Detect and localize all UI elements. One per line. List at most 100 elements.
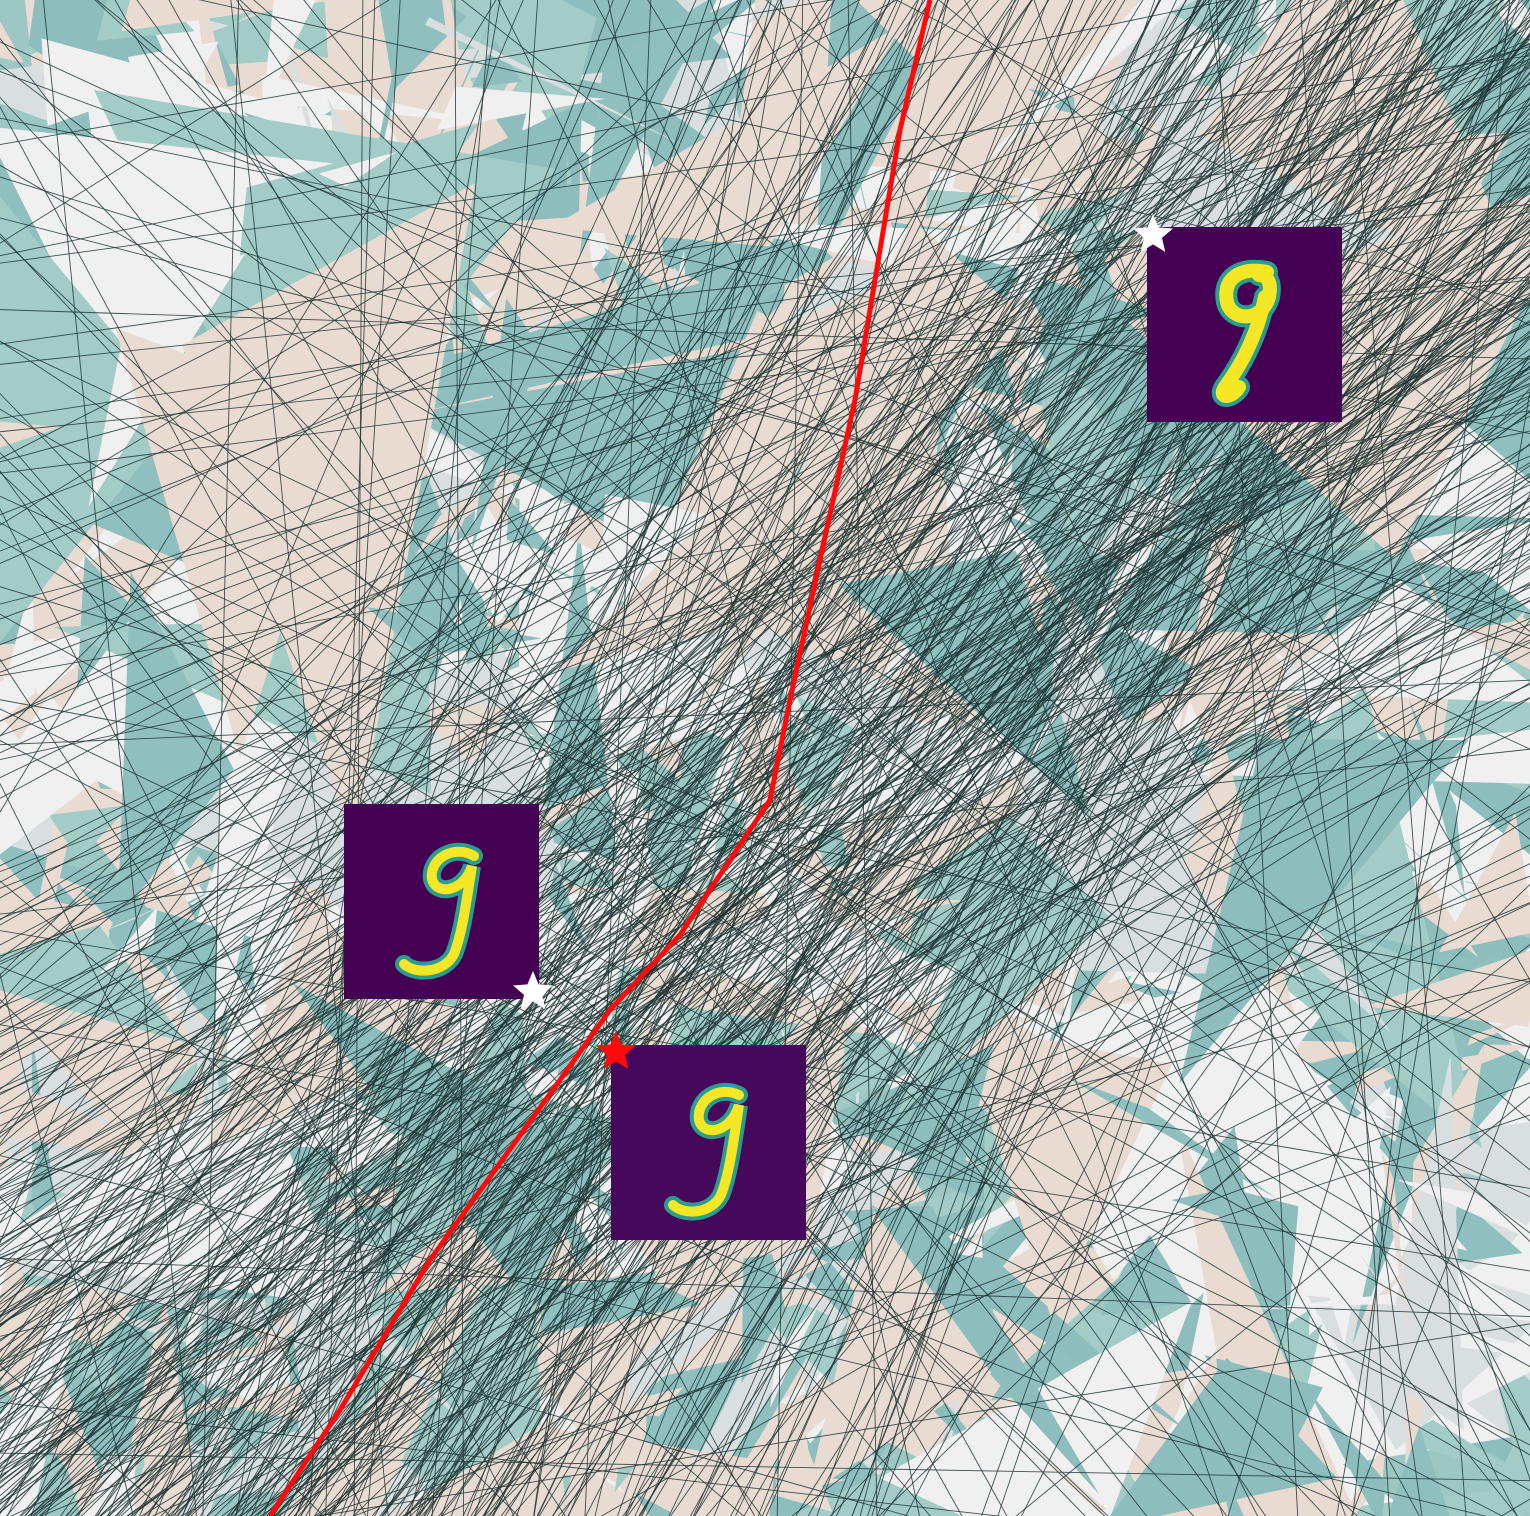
boundary-line — [262, 0, 903, 1516]
boundary-line — [440, 980, 1530, 1516]
boundary-line — [0, 203, 1530, 365]
star-marker — [513, 971, 553, 1009]
boundary-line — [0, 117, 1530, 435]
boundary-line — [0, 0, 835, 146]
boundary-line — [851, 0, 1457, 1516]
region-cell — [115, 328, 350, 758]
boundary-line — [568, 0, 1199, 1516]
region-cell — [172, 1335, 401, 1365]
boundary-line — [0, 70, 1530, 637]
boundary-line — [174, 0, 899, 1516]
region-cell — [48, 1472, 139, 1516]
boundary-line — [692, 0, 1368, 1516]
boundary-line — [0, 930, 1530, 1189]
region-cell — [115, 1292, 201, 1516]
region-cell — [1366, 950, 1530, 1027]
boundary-line — [0, 0, 770, 1478]
region-cell — [1381, 1149, 1413, 1367]
boundary-line — [0, 0, 1273, 565]
region-cell — [506, 498, 557, 555]
region-cell — [350, 260, 779, 550]
region-cell — [550, 23, 904, 247]
boundary-line — [0, 383, 1530, 1008]
boundary-line — [0, 187, 1530, 419]
boundary-line — [309, 0, 401, 1516]
boundary-line — [30, 0, 614, 1516]
boundary-line — [151, 863, 1530, 1516]
boundary-line — [0, 617, 1530, 1267]
boundary-line — [795, 354, 1530, 1516]
digit-stroke — [399, 846, 479, 976]
boundary-line — [0, 176, 1530, 650]
region-cell — [446, 493, 596, 624]
region-cell — [261, 74, 488, 124]
trajectory — [267, 0, 933, 1516]
boundary-line — [474, 0, 939, 1516]
boundary-line — [757, 0, 1360, 1516]
boundary-line — [816, 0, 1343, 1516]
region-cell — [1334, 927, 1480, 966]
region-cell — [1041, 0, 1068, 24]
boundary-line — [533, 0, 783, 1516]
